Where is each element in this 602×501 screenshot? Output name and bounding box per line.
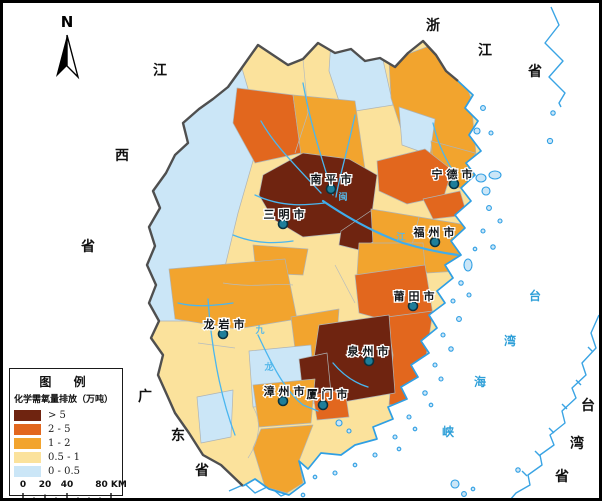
city-dot-quanzhou [363, 355, 375, 367]
jiulong-river-char: 龙 [263, 361, 273, 373]
legend-row: > 5 [14, 408, 118, 422]
scale-ruler [22, 493, 112, 498]
legend-row: 0 - 0.5 [14, 464, 118, 478]
min-river-char: 闽 [338, 191, 347, 203]
strait-char: 峡 [442, 424, 454, 439]
fujian-province-border [145, 39, 459, 487]
city-dot-ningde [448, 178, 460, 190]
legend-label: > 5 [48, 409, 66, 421]
guangdong-label-char: 东 [171, 427, 185, 444]
legend-box: 图 例 化学需氧量排放（万吨） > 5 2 - 5 1 - 2 0.5 - 1 … [9, 368, 127, 498]
city-label-quanzhou: 泉州市 [347, 344, 393, 358]
scale-tick-label: 80 KM [95, 480, 127, 490]
scale-bar: 0 20 40 80 KM [14, 480, 127, 498]
city-label-nanping: 南平市 [311, 172, 356, 186]
legend-label: 2 - 5 [48, 423, 71, 435]
fujian-cod-map: N 浙 江 省 江 西 省 广 东 省 台 湾 省 台 湾 海 峡 闽 江 九 … [56, 6, 599, 498]
legend-label: 1 - 2 [48, 437, 71, 449]
zhejiang-label-char: 浙 [426, 17, 440, 34]
jiangxi-label-char: 省 [80, 238, 95, 255]
legend-swatch-0-05 [14, 465, 41, 477]
taiwan-label-char: 省 [554, 468, 569, 485]
jiangxi-label-char: 西 [115, 148, 129, 164]
city-label-fuzhou: 福州市 [413, 225, 459, 239]
rivers [177, 82, 460, 436]
north-arrow: N [56, 13, 80, 80]
legend-label: 0 - 0.5 [48, 465, 81, 477]
city-markers: 南平市 宁德市 三明市 福州市 莆田市 龙岩市 泉州市 漳州市 厦门市 [201, 166, 477, 411]
taiwan-label-char: 台 [581, 397, 595, 414]
zhejiang-label-char: 江 [478, 42, 492, 59]
taiwan-coastline [510, 314, 599, 498]
scale-tick-label: 40 [60, 480, 74, 490]
legend-subtitle: 化学需氧量排放（万吨） [14, 395, 114, 405]
jiangxi-label-char: 江 [153, 62, 167, 79]
legend-swatch-1-2 [14, 437, 41, 449]
city-label-zhangzhou: 漳州市 [264, 384, 309, 398]
legend-row: 2 - 5 [14, 422, 118, 436]
legend-row: 0.5 - 1 [14, 450, 118, 464]
legend-swatch-gt5 [14, 409, 41, 421]
county-patch [252, 424, 314, 494]
scale-tick-label: 0 [19, 480, 27, 490]
strait-char: 海 [474, 374, 486, 389]
guangdong-label-char: 广 [138, 388, 152, 405]
legend-label: 0.5 - 1 [48, 451, 81, 463]
province-labels: 浙 江 省 江 西 省 广 东 省 台 湾 省 [80, 17, 595, 485]
city-label-putian: 莆田市 [394, 289, 439, 303]
river-labels: 闽 江 九 龙 [254, 191, 405, 373]
taiwan-label-char: 湾 [570, 435, 584, 452]
guangdong-label-char: 省 [194, 462, 209, 479]
coastal-islands [300, 105, 503, 498]
county-patch [232, 87, 302, 164]
fujian-coastline [242, 80, 482, 496]
county-patch [168, 258, 298, 330]
city-dot-xiamen [317, 399, 329, 411]
jiulong-river-char: 九 [254, 324, 264, 336]
taiwan-strait-label: 台 湾 海 峡 [442, 288, 541, 439]
legend-swatch-2-5 [14, 423, 41, 435]
scale-tick-label: 20 [38, 480, 52, 490]
city-dot-sanming [277, 218, 289, 230]
penghu-islands [450, 467, 521, 497]
north-label: N [61, 13, 74, 31]
city-dot-longyan [217, 328, 229, 340]
city-label-longyan: 龙岩市 [203, 317, 249, 331]
city-dot-zhangzhou [277, 395, 289, 407]
city-dot-nanping [325, 183, 337, 195]
city-dot-fuzhou [429, 236, 441, 248]
city-label-ningde: 宁德市 [432, 167, 477, 181]
county-patch [196, 389, 234, 444]
legend-row: 1 - 2 [14, 436, 118, 450]
legend-title: 图 例 [39, 375, 95, 389]
zhejiang-label-char: 省 [527, 63, 542, 80]
strait-char: 湾 [504, 333, 516, 348]
city-label-sanming: 三明市 [264, 207, 309, 221]
min-river-char: 江 [396, 231, 405, 243]
legend-swatch-05-1 [14, 451, 41, 463]
city-label-xiamen: 厦门市 [307, 387, 352, 401]
strait-char: 台 [529, 288, 541, 303]
county-patch [312, 388, 350, 421]
city-dot-putian [407, 300, 419, 312]
zhejiang-coastline [544, 6, 566, 145]
